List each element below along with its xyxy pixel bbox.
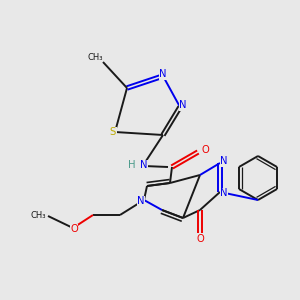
Text: N: N — [220, 156, 228, 166]
Text: O: O — [70, 224, 78, 234]
Text: N: N — [137, 196, 145, 206]
Text: CH₃: CH₃ — [30, 212, 46, 220]
Text: N: N — [179, 100, 187, 110]
Text: O: O — [201, 145, 209, 155]
Text: N: N — [159, 69, 167, 79]
Text: O: O — [196, 234, 204, 244]
Text: S: S — [110, 127, 116, 137]
Text: H: H — [128, 160, 136, 170]
Text: N: N — [220, 188, 228, 198]
Text: N: N — [140, 160, 148, 170]
Text: CH₃: CH₃ — [87, 52, 103, 62]
